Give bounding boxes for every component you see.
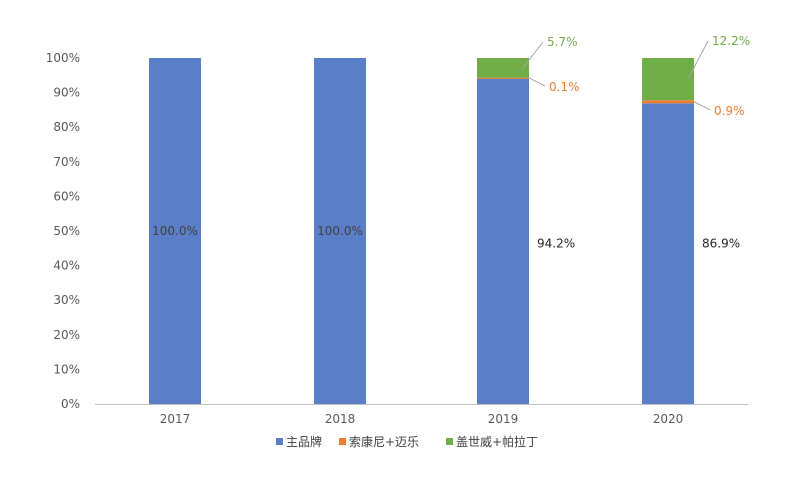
legend-swatch xyxy=(276,438,283,445)
y-tick-label: 60% xyxy=(53,189,80,203)
y-tick-label: 90% xyxy=(53,86,80,100)
y-tick-label: 0% xyxy=(61,397,80,411)
y-tick-label: 10% xyxy=(53,362,80,376)
leader-line xyxy=(693,101,711,111)
data-label: 0.1% xyxy=(549,80,580,94)
legend-label: 盖世威+帕拉丁 xyxy=(456,434,538,449)
bar-segment xyxy=(477,58,529,78)
data-label: 12.2% xyxy=(712,34,750,48)
y-tick-label: 50% xyxy=(53,224,80,238)
legend-swatch xyxy=(446,438,453,445)
leader-line xyxy=(528,77,546,87)
y-tick-label: 100% xyxy=(46,51,80,65)
x-tick-label: 2019 xyxy=(488,412,519,426)
y-tick-label: 70% xyxy=(53,155,80,169)
y-tick-label: 30% xyxy=(53,293,80,307)
y-tick-label: 20% xyxy=(53,328,80,342)
x-axis: 2017 2018 2019 2020 xyxy=(95,404,748,426)
y-tick-label: 80% xyxy=(53,120,80,134)
bar-segment xyxy=(314,58,366,404)
bar-segment xyxy=(642,103,694,405)
leader-line xyxy=(522,41,544,69)
data-label: 100.0% xyxy=(152,224,198,238)
x-tick-label: 2018 xyxy=(325,412,356,426)
bar-segment xyxy=(477,78,529,405)
x-tick-label: 2020 xyxy=(653,412,684,426)
data-labels: 100.0% 100.0% 94.2% 0.1% 5.7% 86.9% 0.9% 12.2% xyxy=(152,34,750,250)
data-label: 86.9% xyxy=(702,236,740,250)
bar-segment xyxy=(642,58,694,101)
data-label: 94.2% xyxy=(537,236,575,250)
bar-segment xyxy=(477,77,529,79)
data-label: 0.9% xyxy=(714,104,745,118)
legend-swatch xyxy=(339,438,346,445)
legend: 主品牌 索康尼+迈乐 盖世威+帕拉丁 xyxy=(276,434,538,449)
x-tick-label: 2017 xyxy=(160,412,191,426)
legend-label: 主品牌 xyxy=(286,435,322,449)
legend-label: 索康尼+迈乐 xyxy=(349,434,419,449)
y-tick-label: 40% xyxy=(53,259,80,273)
leader-line xyxy=(687,40,709,80)
bar-segment xyxy=(642,100,694,104)
bars xyxy=(149,58,694,405)
data-label: 5.7% xyxy=(547,35,578,49)
bar-segment xyxy=(149,58,201,404)
y-axis: 0% 10% 20% 30% 40% 50% 60% 70% 80% 90% 100% xyxy=(46,51,80,411)
data-label: 100.0% xyxy=(317,224,363,238)
